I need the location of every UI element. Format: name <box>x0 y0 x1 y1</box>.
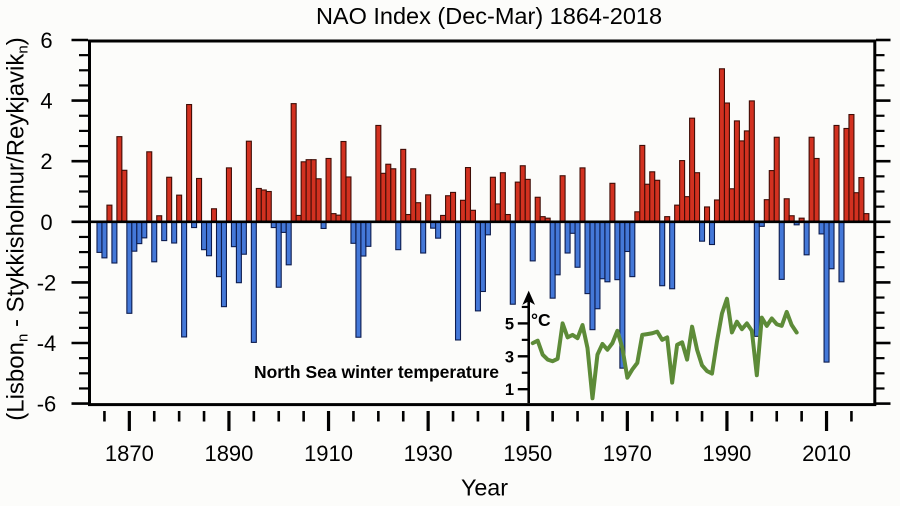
svg-text:4: 4 <box>40 89 52 114</box>
svg-text:0: 0 <box>40 210 52 235</box>
svg-text:-2: -2 <box>37 270 57 295</box>
svg-text:1970: 1970 <box>603 441 652 466</box>
svg-text:Year: Year <box>461 475 508 501</box>
svg-text:(Lisbonn - Stykkisholmur/Reykj: (Lisbonn - Stykkisholmur/Reykjavikn) <box>3 37 32 420</box>
svg-text:2010: 2010 <box>802 441 851 466</box>
svg-text:3: 3 <box>505 348 514 366</box>
svg-text:North Sea winter temperature: North Sea winter temperature <box>254 362 499 382</box>
svg-text:°C: °C <box>531 310 551 330</box>
svg-text:2: 2 <box>40 149 52 174</box>
svg-text:5: 5 <box>505 315 514 333</box>
svg-text:6: 6 <box>40 28 52 53</box>
svg-text:NAO Index (Dec-Mar) 1864-2018: NAO Index (Dec-Mar) 1864-2018 <box>316 3 662 29</box>
svg-text:1910: 1910 <box>304 441 353 466</box>
svg-text:-6: -6 <box>37 392 57 417</box>
svg-text:1990: 1990 <box>702 441 751 466</box>
svg-text:1870: 1870 <box>105 441 154 466</box>
svg-text:1930: 1930 <box>404 441 453 466</box>
svg-text:-4: -4 <box>37 331 57 356</box>
svg-text:1: 1 <box>505 381 514 399</box>
svg-text:1890: 1890 <box>204 441 253 466</box>
svg-text:1950: 1950 <box>503 441 552 466</box>
